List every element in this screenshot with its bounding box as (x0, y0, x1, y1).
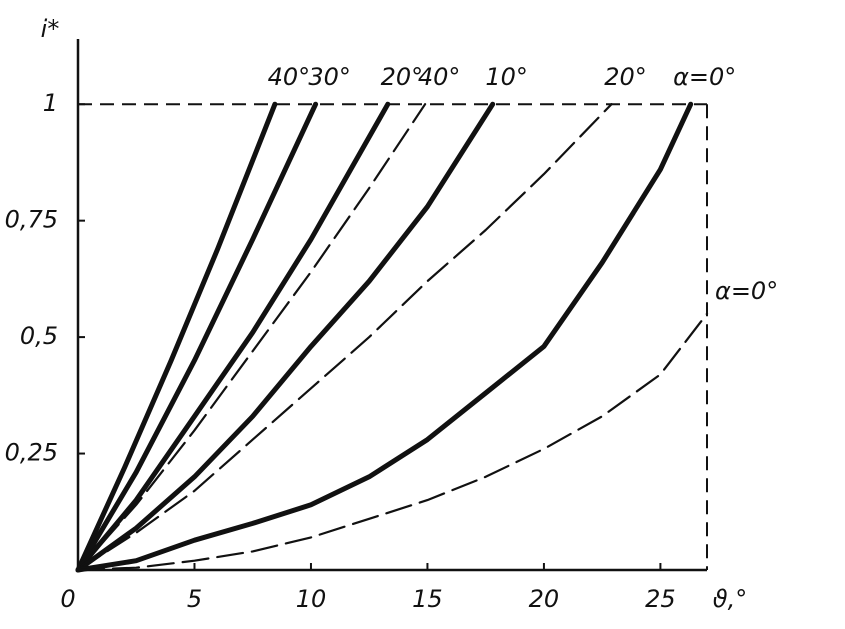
curve (75, 101, 319, 573)
curve-label: 20° (604, 63, 647, 91)
curve-label: 30° (308, 63, 351, 91)
x-tick-label: 15 (412, 585, 443, 613)
curve (75, 101, 694, 573)
x-tick-label: 25 (645, 585, 676, 613)
x-axis-label: ϑ,° (713, 585, 748, 613)
curve (75, 101, 496, 573)
curve (75, 101, 391, 573)
y-tick-label: 0,5 (20, 322, 58, 350)
curve-label: 40° (268, 63, 311, 91)
curve (75, 101, 278, 573)
curve-label: 20° (381, 63, 424, 91)
curve (76, 103, 613, 572)
curve (76, 103, 427, 572)
x-tick-label: 20 (529, 585, 560, 613)
curve-label: 40° (418, 63, 461, 91)
y-tick-label: 0,75 (5, 206, 58, 234)
y-axis-label: i* (41, 15, 60, 43)
x-tick-label: 5 (187, 585, 202, 613)
y-tick-label: 1 (43, 89, 58, 117)
curve-label: 10° (485, 63, 528, 91)
x-tick-label: 0 (60, 585, 75, 613)
x-tick-label: 10 (296, 585, 327, 613)
y-tick-label: 0,25 (5, 439, 58, 467)
curve (76, 312, 709, 572)
curve-label: α=0° (715, 277, 778, 305)
curve-label: α=0° (673, 63, 736, 91)
